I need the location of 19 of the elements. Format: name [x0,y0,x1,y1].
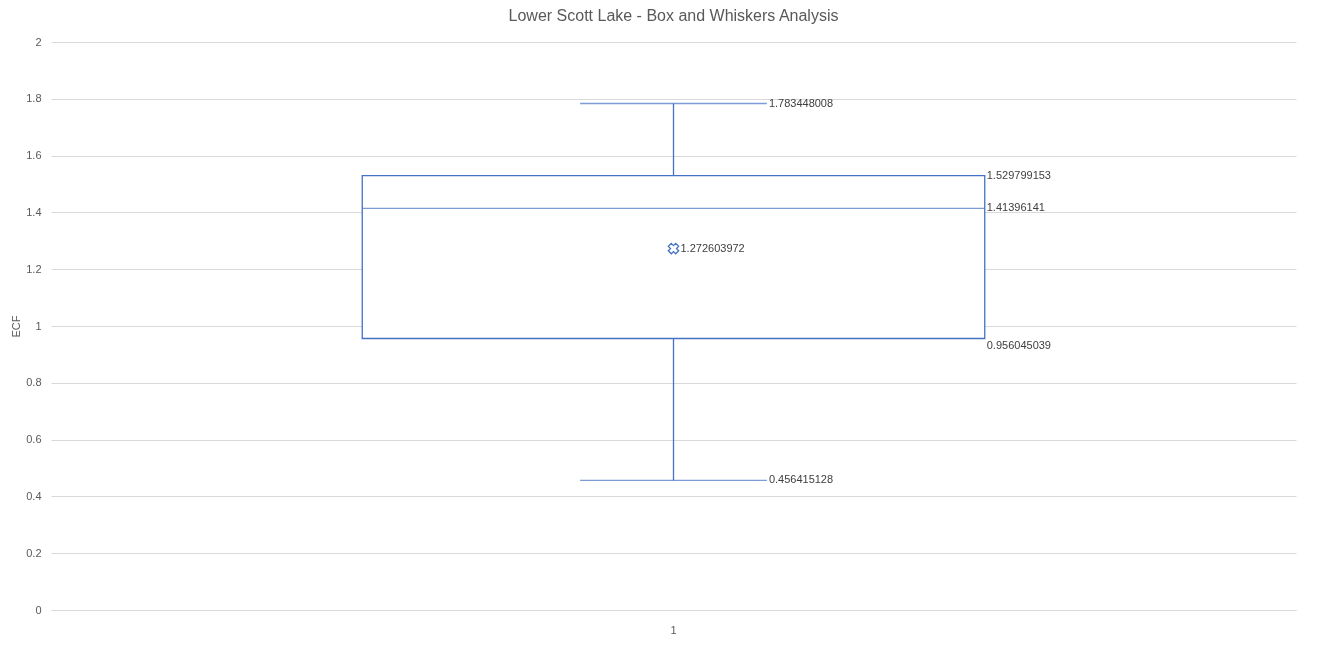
y-tick-label: 1.4 [26,205,42,218]
y-tick-label: 1.6 [26,149,42,162]
y-axis-title: ECF [10,315,23,338]
y-tick-label: 1 [35,319,42,332]
y-tick-label: 0.2 [26,546,42,559]
annotation: 1.783448008 [768,96,834,109]
y-tick-label: 1.2 [26,262,42,275]
annotation: 1.41396141 [986,201,1045,214]
annotation: 0.456415128 [768,473,834,486]
annotation: 1.529799153 [986,168,1051,181]
y-tick-label: 0.8 [26,376,42,389]
y-tick-label: 0.6 [26,433,42,446]
y-tick-label: 1.8 [26,92,42,105]
y-tick-label: 2 [35,35,42,48]
y-tick-label: 0.4 [26,489,42,502]
annotation: 1.272603972 [680,241,745,254]
annotation: 0.956045039 [986,339,1051,352]
y-tick-label: 0 [35,603,42,616]
chart-title: Lower Scott Lake - Box and Whiskers Analysis [508,7,839,24]
